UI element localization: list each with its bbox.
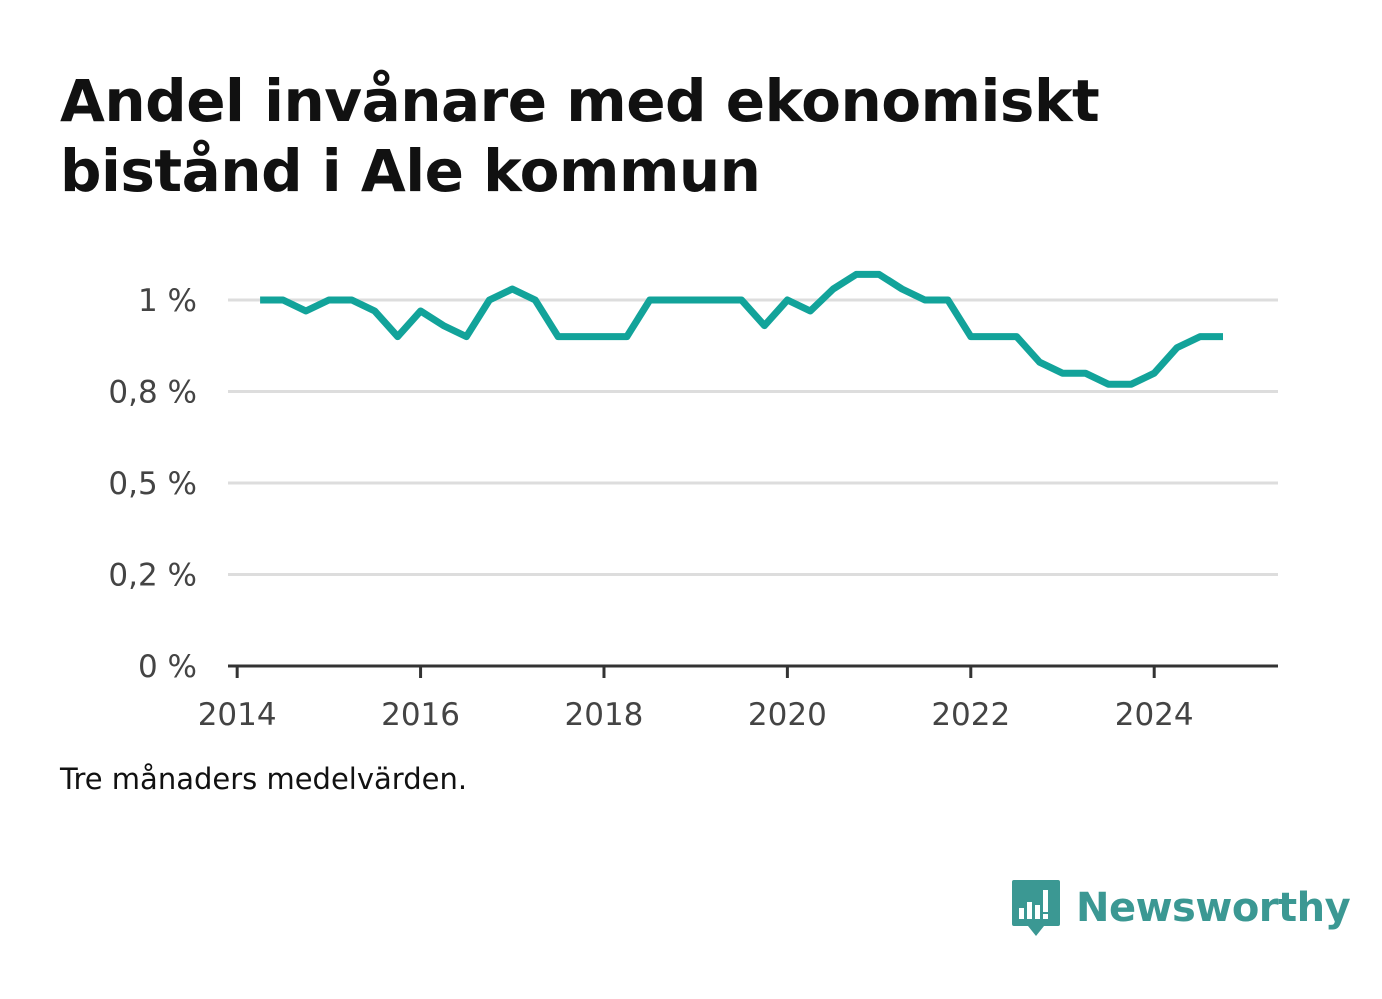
newsworthy-logo-icon — [1012, 880, 1060, 936]
x-tick-label: 2016 — [381, 697, 460, 733]
x-tick-label: 2020 — [748, 697, 827, 733]
x-tick-label: 2022 — [931, 697, 1010, 733]
brand-logo[interactable]: Newsworthy — [1010, 878, 1351, 938]
gridlines — [228, 298, 1278, 576]
x-ticks: 2014 2016 2018 2020 2022 2024 — [198, 666, 1194, 733]
chart-note: Tre månaders medelvärden. — [60, 762, 468, 796]
x-tick-label: 2014 — [198, 697, 277, 733]
y-tick-label: 0,2 % — [108, 558, 197, 594]
y-tick-label: 1 % — [138, 283, 197, 319]
brand-name: Newsworthy — [1076, 885, 1351, 931]
x-tick-label: 2024 — [1115, 697, 1194, 733]
y-tick-label: 0,5 % — [108, 466, 197, 502]
y-tick-label: 0,8 % — [108, 375, 197, 411]
x-tick-label: 2018 — [565, 697, 644, 733]
y-tick-labels: 0 % 0,2 % 0,5 % 0,8 % 1 % — [108, 283, 197, 685]
chart-title: Andel invånare med ekonomiskt bistånd i … — [60, 67, 1100, 205]
series-layer — [260, 270, 1223, 388]
series-line — [260, 270, 1223, 388]
y-tick-label: 0 % — [138, 649, 197, 685]
